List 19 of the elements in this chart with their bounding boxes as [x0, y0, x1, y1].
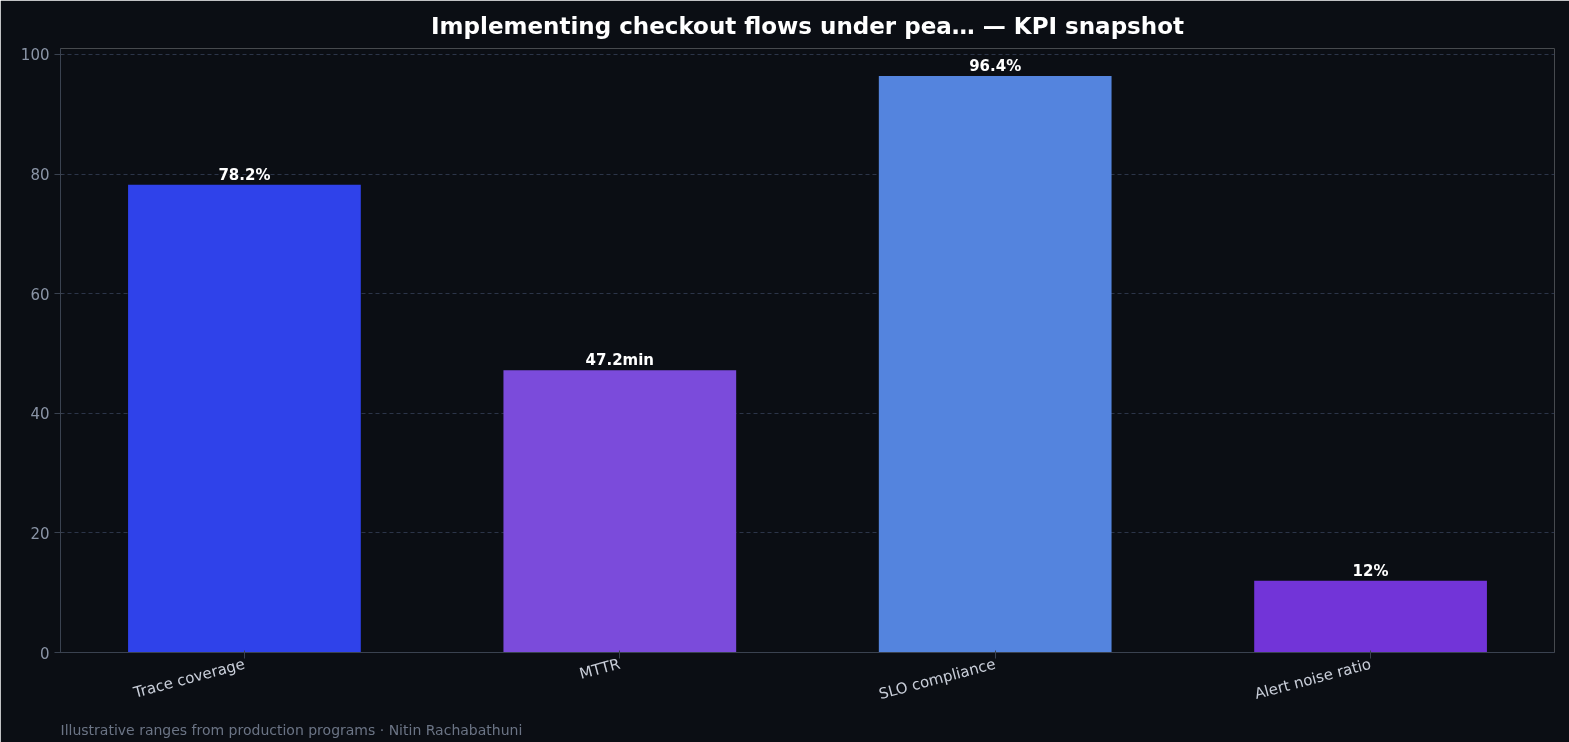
y-tick-label: 60	[30, 285, 50, 304]
bar	[1254, 580, 1487, 653]
y-tick-label: 100	[20, 46, 50, 65]
x-tick-label: Alert noise ratio	[1252, 654, 1373, 703]
data-label: 78.2%	[218, 165, 271, 184]
x-tick-label: MTTR	[577, 654, 623, 683]
bar	[503, 370, 737, 653]
y-tick-label: 40	[30, 405, 50, 424]
data-label: 47.2min	[585, 351, 655, 370]
data-label: 12%	[1352, 561, 1389, 580]
y-tick-label: 0	[39, 644, 50, 663]
x-tick-label: Trace coverage	[130, 654, 247, 702]
bar	[878, 76, 1112, 653]
text: Illustrative ranges from production programs · Nitin Rachabathuni	[60, 721, 523, 738]
chart-title: Implementing checkout flows under pea… — KPI snapshot	[431, 12, 1184, 39]
bar	[128, 184, 361, 653]
data-label: 96.4%	[969, 57, 1022, 76]
y-tick-label: 80	[30, 166, 50, 185]
y-tick-label: 20	[30, 524, 50, 543]
